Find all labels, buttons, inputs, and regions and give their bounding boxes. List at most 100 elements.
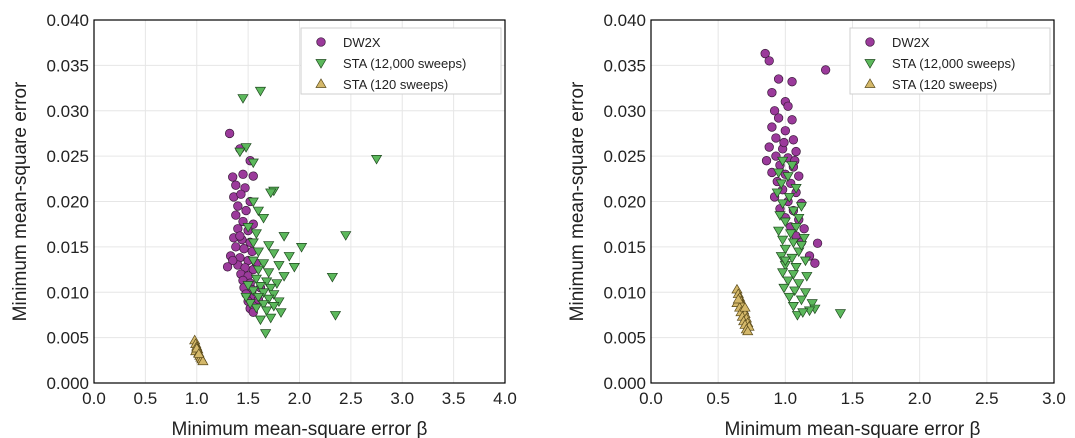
y-tick-label: 0.030 (603, 102, 646, 121)
data-point-sta-12000 (777, 199, 789, 210)
data-point-sta-12000 (791, 311, 804, 321)
data-point-sta-120 (732, 293, 744, 304)
data-point-sta-12000 (252, 292, 265, 303)
data-point-dw2x (222, 262, 233, 272)
data-point-sta-12000 (254, 86, 267, 97)
data-point-sta-12000 (798, 233, 810, 244)
data-point-dw2x (231, 242, 241, 252)
data-point-dw2x (769, 106, 780, 116)
data-point-dw2x (241, 205, 251, 216)
x-tick-label: 1.5 (236, 389, 260, 408)
x-tick-label: 2.5 (339, 389, 363, 408)
data-point-sta-12000 (779, 217, 791, 228)
data-point-dw2x (791, 146, 801, 157)
data-point-sta-12000 (777, 268, 789, 278)
data-point-sta-12000 (263, 241, 275, 251)
data-point-dw2x (761, 156, 772, 166)
y-tick-label: 0.010 (46, 283, 89, 302)
data-point-dw2x (787, 77, 797, 87)
data-point-dw2x (794, 171, 804, 181)
x-tick-label: 4.0 (493, 389, 517, 408)
x-tick-label: 1.0 (774, 389, 798, 408)
data-point-sta-12000 (288, 262, 300, 273)
data-point-dw2x (799, 224, 809, 234)
data-point-dw2x (779, 137, 789, 148)
data-point-dw2x (228, 255, 238, 266)
y-tick-label: 0.000 (603, 374, 646, 393)
data-point-sta-12000 (265, 188, 277, 199)
data-point-sta-12000 (263, 294, 275, 305)
x-tick-label: 3.0 (1042, 389, 1066, 408)
legend-label: DW2X (892, 35, 930, 50)
data-point-sta-12000 (329, 311, 342, 321)
data-point-sta-12000 (252, 265, 265, 276)
data-point-sta-12000 (244, 299, 256, 309)
data-point-sta-12000 (771, 188, 783, 199)
data-point-sta-12000 (250, 229, 262, 239)
data-point-sta-12000 (787, 206, 800, 217)
y-tick-label: 0.015 (603, 238, 646, 257)
y-axis-label: Minimum mean-square error (10, 81, 31, 321)
x-tick-label: 0.5 (134, 389, 158, 408)
data-point-sta-12000 (783, 193, 795, 203)
data-point-dw2x (235, 231, 245, 241)
data-point-dw2x (783, 101, 793, 111)
data-point-sta-120 (197, 355, 209, 366)
data-point-sta-12000 (247, 197, 259, 208)
data-point-sta-12000 (790, 184, 802, 194)
data-point-sta-12000 (283, 252, 295, 262)
data-point-sta-12000 (265, 313, 277, 324)
legend-label: STA (12,000 sweeps) (892, 56, 1015, 71)
data-point-sta-12000 (340, 231, 352, 241)
data-point-sta-12000 (247, 238, 259, 249)
data-point-sta-12000 (278, 272, 290, 282)
y-tick-label: 0.035 (603, 56, 646, 75)
y-tick-label: 0.035 (46, 56, 89, 75)
x-axis-label: Minimum mean-square error β (172, 419, 428, 438)
data-point-sta-12000 (778, 283, 790, 294)
data-point-sta-12000 (242, 223, 254, 233)
data-point-sta-12000 (790, 223, 802, 233)
data-point-sta-120 (739, 301, 751, 312)
axes-frame (650, 19, 1055, 384)
data-point-dw2x (773, 74, 784, 84)
y-tick-label: 0.020 (46, 193, 89, 212)
data-point-sta-12000 (786, 161, 798, 171)
data-point-sta-12000 (773, 168, 785, 179)
data-point-dw2x (231, 180, 241, 190)
data-point-dw2x (760, 48, 770, 59)
data-point-dw2x (764, 142, 774, 152)
legend-marker-sta-120 (315, 78, 327, 88)
data-point-sta-12000 (793, 279, 805, 289)
data-point-sta-12000 (370, 154, 383, 165)
data-point-dw2x (773, 113, 784, 123)
data-point-sta-12000 (806, 299, 818, 309)
data-point-sta-12000 (252, 206, 265, 217)
y-tick-label: 0.025 (603, 147, 646, 166)
data-point-sta-12000 (278, 232, 290, 242)
data-point-sta-120 (193, 348, 205, 358)
data-point-dw2x (228, 172, 238, 182)
y-tick-label: 0.000 (46, 374, 89, 393)
data-point-sta-12000 (259, 329, 272, 339)
data-point-sta-12000 (240, 292, 252, 303)
x-tick-label: 3.0 (390, 389, 414, 408)
data-point-dw2x (239, 244, 249, 254)
data-point-sta-12000 (774, 211, 786, 221)
legend-marker-dw2x (865, 37, 875, 47)
data-point-sta-12000 (779, 244, 791, 255)
data-point-sta-12000 (268, 249, 280, 259)
y-tick-label: 0.005 (46, 329, 89, 348)
data-point-sta-12000 (254, 315, 267, 326)
x-tick-label: 0.0 (82, 389, 106, 408)
x-tick-label: 3.5 (442, 389, 466, 408)
data-point-sta-12000 (793, 213, 805, 224)
data-point-sta-12000 (263, 268, 275, 278)
data-point-sta-12000 (787, 270, 800, 280)
data-point-sta-12000 (790, 262, 802, 273)
data-point-sta-12000 (779, 256, 791, 267)
data-point-dw2x (767, 87, 777, 98)
data-point-dw2x (248, 171, 258, 181)
data-point-dw2x (812, 238, 823, 248)
y-tick-label: 0.025 (46, 147, 89, 166)
